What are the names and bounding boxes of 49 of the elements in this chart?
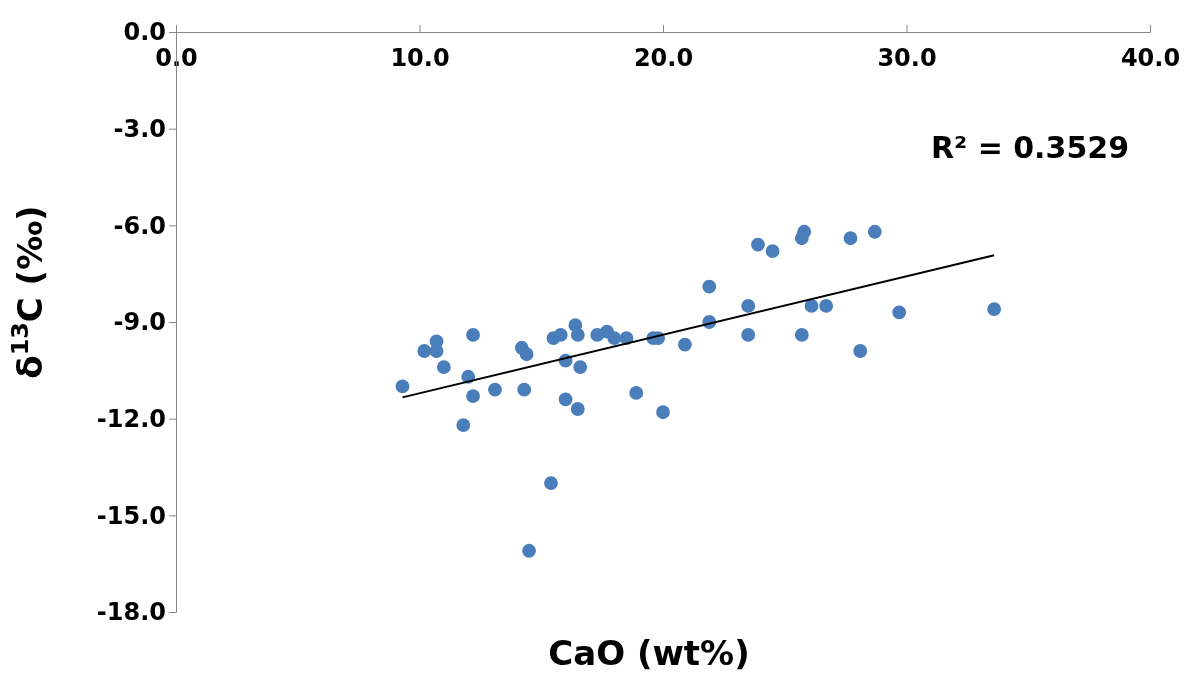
point — [436, 360, 451, 375]
point — [629, 385, 644, 400]
point — [522, 543, 536, 558]
point — [466, 389, 480, 404]
point — [867, 224, 882, 239]
x-axis-title: CaO (wt%) — [548, 633, 750, 673]
point — [741, 327, 756, 342]
point — [656, 405, 670, 420]
point — [558, 392, 573, 407]
y-tick-label: -18.0 — [96, 598, 166, 627]
point — [553, 327, 568, 342]
y-tick-label: -9.0 — [113, 308, 166, 337]
point — [892, 305, 907, 320]
y-tick-label: 0.0 — [123, 18, 166, 47]
point — [573, 360, 588, 375]
x-tick-label: 40.0 — [1120, 44, 1181, 72]
point — [607, 331, 622, 346]
point — [765, 244, 780, 259]
point — [853, 344, 868, 358]
point — [488, 382, 502, 397]
x-tick-label: 10.0 — [390, 44, 450, 72]
y-tick-label: -15.0 — [96, 501, 166, 530]
y-tick-label: -3.0 — [113, 114, 166, 143]
point — [987, 302, 1002, 317]
point — [570, 402, 585, 416]
point — [519, 347, 534, 362]
point — [395, 379, 410, 394]
point — [794, 231, 809, 246]
point — [429, 344, 444, 358]
point — [544, 476, 558, 491]
point — [819, 298, 834, 313]
point — [678, 337, 692, 352]
x-tick-label: 0.0 — [155, 44, 198, 72]
x-tick-label: 20.0 — [633, 44, 694, 72]
point — [517, 382, 532, 397]
point — [741, 298, 756, 313]
point — [751, 237, 765, 252]
point — [570, 327, 585, 342]
annotation: R² = 0.3529 — [930, 130, 1130, 165]
point — [804, 298, 819, 313]
y-tick-label: -6.0 — [113, 211, 166, 240]
x-tick-label: 30.0 — [877, 44, 937, 72]
point — [466, 327, 480, 342]
point — [843, 231, 858, 246]
point — [456, 418, 471, 433]
y-tick-label: -12.0 — [96, 404, 166, 433]
point — [702, 279, 717, 294]
point — [794, 327, 809, 342]
point — [417, 344, 432, 358]
